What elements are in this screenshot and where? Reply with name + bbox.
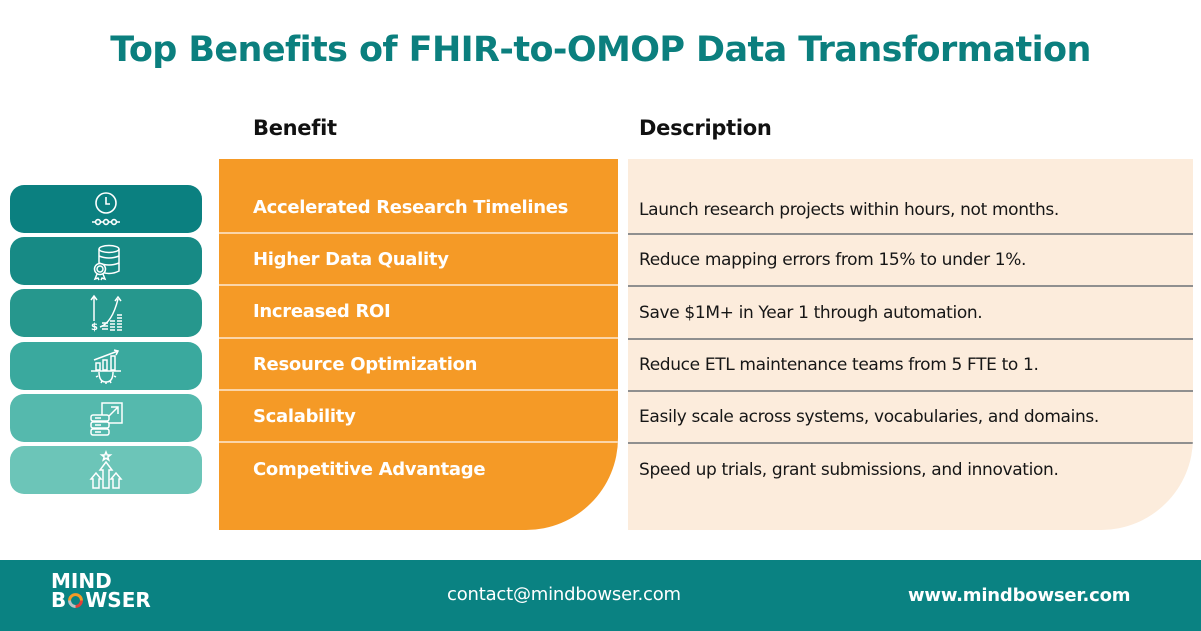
contact-email-link[interactable]: contact@mindbowser.com [447, 584, 681, 605]
description-cell: Launch research projects within hours, n… [628, 159, 1193, 235]
icon-pill-4 [10, 341, 202, 390]
description-cell: Reduce ETL maintenance teams from 5 FTE … [628, 340, 1193, 392]
logo-letters-wser: WSER [85, 588, 151, 612]
icon-pill-3: $ [10, 289, 202, 338]
gear-bar-chart-icon [91, 348, 121, 384]
benefit-cell: Scalability [219, 391, 618, 443]
icon-pill-6 [10, 445, 202, 494]
logo-letter-b: B [51, 588, 67, 612]
server-expand-icon [90, 402, 123, 436]
description-cell: Reduce mapping errors from 15% to under … [628, 235, 1193, 287]
benefit-cell: Increased ROI [219, 286, 618, 339]
benefit-cell: Resource Optimization [219, 339, 618, 391]
mindbowser-logo[interactable]: MIND B WSER [51, 569, 151, 612]
logo-line-1: MIND [51, 569, 112, 593]
benefit-cell: Accelerated Research Timelines [219, 159, 618, 234]
icon-pill-1 [10, 185, 202, 233]
dollar-growth-chart-icon: $ [90, 295, 122, 333]
benefit-column-header: Benefit [253, 116, 337, 140]
description-cell: Speed up trials, grant submissions, and … [639, 460, 1059, 480]
description-column-header: Description [639, 116, 772, 140]
benefit-column: Accelerated Research Timelines Higher Da… [219, 159, 618, 530]
description-cell: Save $1M+ in Year 1 through automation. [628, 287, 1193, 340]
icon-pill-2 [10, 237, 202, 286]
database-badge-icon [93, 244, 120, 281]
svg-text:$: $ [91, 322, 98, 333]
footer: MIND B WSER contact@mindbowser.com www.m… [0, 560, 1201, 631]
logo-swirl-icon [68, 593, 84, 608]
website-link[interactable]: www.mindbowser.com [908, 585, 1131, 606]
benefit-cell: Higher Data Quality [219, 234, 618, 286]
description-column: Launch research projects within hours, n… [628, 159, 1193, 530]
icon-column: $ [10, 185, 202, 498]
description-cell: Easily scale across systems, vocabularie… [628, 392, 1193, 444]
benefit-cell: Competitive Advantage [253, 458, 486, 480]
clock-timeline-icon [92, 192, 120, 226]
page-title: Top Benefits of FHIR-to-OMOP Data Transf… [110, 30, 1091, 70]
arrows-star-icon [89, 449, 123, 489]
icon-pill-5 [10, 393, 202, 442]
